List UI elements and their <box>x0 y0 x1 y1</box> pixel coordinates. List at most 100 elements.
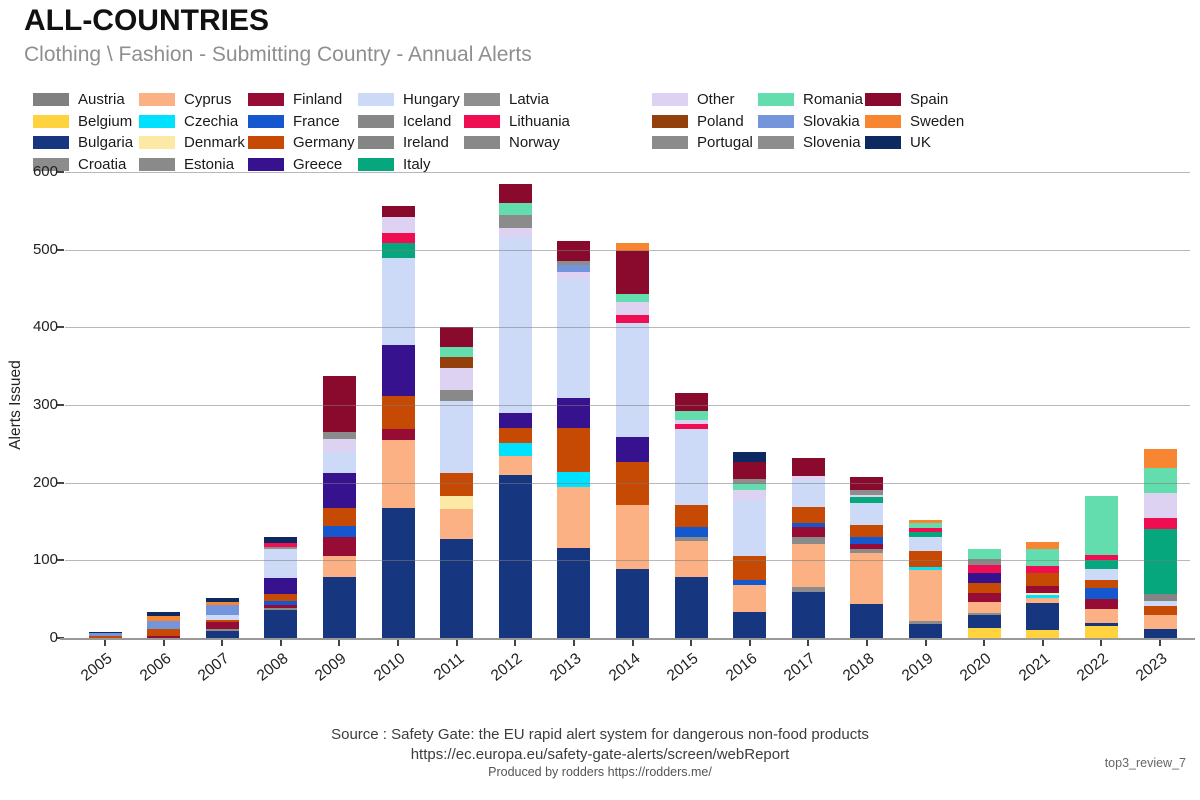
bar-segment-2016-bulgaria <box>733 612 767 638</box>
gridline-600 <box>65 172 1190 173</box>
footer-source-line1: Source : Safety Gate: the EU rapid alert… <box>331 726 869 743</box>
legend-item-belgium: Belgium <box>33 112 133 130</box>
bar-segment-2017-germany <box>791 506 825 524</box>
x-tick-mark <box>924 640 927 646</box>
watermark-label: top3_review_7 <box>1104 756 1186 770</box>
x-tick-mark <box>865 640 868 646</box>
legend-swatch-icon <box>652 114 688 128</box>
bar-segment-2012-greece <box>498 412 532 429</box>
bar-segment-2023-italy <box>1143 529 1177 594</box>
legend-item-germany: Germany <box>248 134 355 151</box>
bar-segment-2020-croatia <box>967 613 1001 615</box>
bar-segment-2009-greece <box>322 472 356 509</box>
bar-segment-2007-finland <box>205 622 239 629</box>
y-tick-label: 500 <box>32 240 58 258</box>
legend-label: France <box>293 112 340 130</box>
bar-segment-2006-finland <box>147 636 181 638</box>
bar-segment-2021-lithuania <box>1026 565 1060 573</box>
legend-item-spain: Spain <box>865 91 948 108</box>
bar-segment-2020-norway <box>967 558 1001 565</box>
bar-segment-2009-bulgaria <box>322 577 356 638</box>
x-tick-label: 2009 <box>312 650 350 685</box>
bar-segment-2010-bulgaria <box>381 508 415 638</box>
gridline-100 <box>65 560 1190 562</box>
legend-item-romania: Romania <box>758 91 863 108</box>
bar-segment-2021-romania <box>1026 548 1060 566</box>
legend-label: Bulgaria <box>78 134 134 151</box>
bar-segment-2007-uk <box>205 597 239 603</box>
bar-segment-2007-sweden <box>205 602 239 606</box>
bar-segment-2010-spain <box>381 206 415 218</box>
legend-swatch-icon <box>358 136 394 149</box>
legend-item-croatia: Croatia <box>33 156 126 173</box>
x-tick-mark <box>162 640 165 646</box>
bar-segment-2019-bulgaria <box>909 624 943 638</box>
bar-segment-2023-lithuania <box>1143 517 1177 530</box>
bar-segment-2017-spain <box>791 457 825 476</box>
bar-segment-2010-finland <box>381 429 415 440</box>
bar-segment-2023-germany <box>1143 606 1177 615</box>
legend-label: Austria <box>78 91 125 108</box>
x-tick-mark <box>690 640 693 646</box>
bar-segment-2022-hungary <box>1084 568 1118 580</box>
legend-item-austria: Austria <box>33 91 125 108</box>
bar-segment-2007-germany <box>205 620 239 623</box>
legend-swatch-icon <box>865 114 901 128</box>
bar-segment-2012-portugal <box>498 215 532 228</box>
bar-segment-2019-germany <box>909 551 943 567</box>
bar-segment-2014-sweden <box>616 242 649 252</box>
legend-label: Belgium <box>78 112 133 130</box>
legend-item-poland: Poland <box>652 113 744 130</box>
legend-swatch-icon <box>758 93 794 106</box>
bar-segment-2020-greece <box>967 572 1001 583</box>
bar-segment-2013-slovakia <box>557 265 591 273</box>
bar-segment-2015-spain <box>674 393 708 412</box>
legend-item-bulgaria: Bulgaria <box>33 134 134 151</box>
legend-item-hungary: Hungary <box>358 91 460 108</box>
bar-segment-2017-other <box>791 475 825 480</box>
bar-segment-2021-denmark <box>1026 592 1060 596</box>
legend-label: Iceland <box>403 112 452 130</box>
bar-segment-2019-sweden <box>909 519 943 524</box>
footer-produced-by: Produced by rodders https://rodders.me/ <box>488 765 712 779</box>
legend-item-ireland: Ireland <box>358 134 449 151</box>
bar-segment-2014-lithuania <box>616 314 649 323</box>
bar-segment-2018-hungary <box>850 502 884 526</box>
bar-segment-2019-lithuania <box>909 527 943 532</box>
bar-segment-2020-lithuania <box>967 564 1001 573</box>
bar-segment-2017-hungary <box>791 479 825 507</box>
legend-swatch-icon <box>358 93 394 106</box>
bar-segment-2011-germany <box>440 472 474 496</box>
bar-segment-2022-bulgaria <box>1084 623 1118 627</box>
page-title: ALL-COUNTRIES <box>24 4 269 37</box>
x-tick-label: 2015 <box>663 650 702 685</box>
y-tick-label: 0 <box>49 629 58 646</box>
bar-segment-2014-hungary <box>616 322 649 437</box>
bar-segment-2018-france <box>850 537 884 545</box>
bar-segment-2021-sweden <box>1026 541 1060 549</box>
x-tick-label: 2021 <box>1015 650 1054 685</box>
bar-segment-2017-france <box>791 523 825 527</box>
bar-segment-2008-germany <box>264 593 298 601</box>
x-tick-mark <box>807 640 810 646</box>
bar-segment-2016-uk <box>733 451 767 462</box>
bar-segment-2018-bulgaria <box>850 603 884 638</box>
bar-segment-2014-romania <box>616 293 649 303</box>
legend-label: Portugal <box>697 134 753 151</box>
bar-segment-2012-other <box>498 227 532 238</box>
legend-swatch-icon <box>139 136 175 149</box>
x-tick-label: 2016 <box>722 650 761 685</box>
bar-segment-2013-germany <box>557 428 591 472</box>
legend-item-cyprus: Cyprus <box>139 91 232 108</box>
bar-segment-2011-poland <box>440 356 474 368</box>
x-axis-line <box>60 638 1195 640</box>
bar-segment-2020-bulgaria <box>967 614 1001 628</box>
bar-segment-2005-slovakia <box>88 633 122 636</box>
bar-segment-2013-hungary <box>557 279 591 398</box>
bar-segment-2020-cyprus <box>967 602 1001 614</box>
x-tick-label: 2020 <box>956 650 995 685</box>
bar-segment-2019-cyprus <box>909 569 943 621</box>
legend-swatch-icon <box>33 136 69 149</box>
legend-label: Lithuania <box>509 112 570 130</box>
legend-label: Cyprus <box>184 91 232 108</box>
